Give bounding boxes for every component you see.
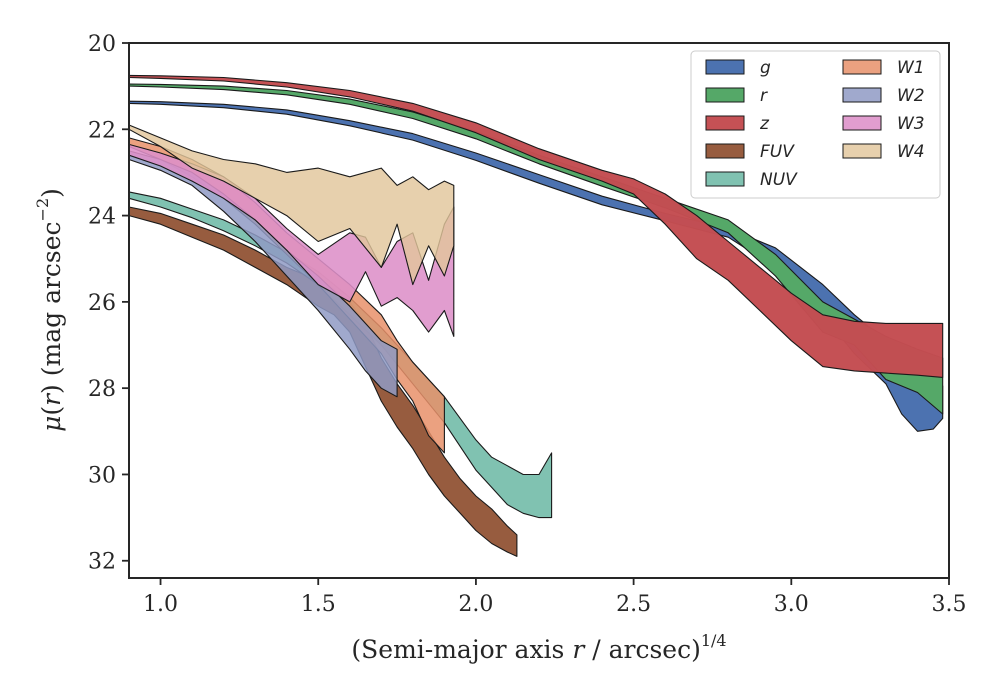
legend-swatch-nuv bbox=[705, 171, 745, 187]
legend-swatch-w3 bbox=[842, 115, 882, 131]
legend-label-z: z bbox=[759, 114, 770, 134]
x-tick-label: 1.5 bbox=[301, 592, 336, 617]
x-axis-title: (Semi-major axis r / arcsec)1/4 bbox=[351, 631, 726, 664]
y-tick-label: 28 bbox=[88, 377, 116, 402]
band-w3 bbox=[128, 143, 455, 337]
y-tick-label: 20 bbox=[88, 32, 116, 57]
legend-label-w4: W4 bbox=[897, 142, 925, 162]
legend-swatch-w1 bbox=[842, 59, 882, 75]
legend-label-w2: W2 bbox=[897, 86, 925, 106]
profile-bands bbox=[128, 74, 944, 557]
band-z bbox=[128, 74, 944, 378]
x-tick-label: 2.0 bbox=[458, 592, 493, 617]
legend-swatch-w2 bbox=[842, 87, 882, 103]
legend-label-w1: W1 bbox=[897, 58, 925, 78]
y-tick-label: 22 bbox=[88, 118, 116, 143]
x-tick-label: 3.0 bbox=[774, 592, 809, 617]
plot-frame bbox=[128, 42, 950, 579]
y-tick-label: 26 bbox=[88, 291, 116, 316]
x-tick-label: 3.5 bbox=[932, 592, 967, 617]
legend-label-fuv: FUV bbox=[760, 142, 795, 162]
legend: grz FUV NUV W1 W2 W3 W4 bbox=[690, 50, 941, 199]
band-w4 bbox=[128, 124, 455, 286]
axis-ticks: 1.0 1.5 2.0 2.5 3.0 3.5 20 22 24 26 28 30 32 bbox=[88, 32, 967, 617]
legend-label-r: r bbox=[760, 86, 768, 106]
y-tick-label: 24 bbox=[88, 205, 116, 230]
legend-label-w3: W3 bbox=[897, 114, 925, 134]
legend-swatch-r bbox=[705, 87, 745, 103]
legend-swatch-w4 bbox=[842, 143, 882, 159]
x-tick-label: 2.5 bbox=[616, 592, 651, 617]
legend-swatch-g bbox=[705, 59, 745, 75]
legend-label-nuv: NUV bbox=[760, 170, 798, 190]
y-tick-label: 30 bbox=[88, 463, 116, 488]
y-tick-label: 32 bbox=[88, 550, 116, 575]
legend-swatch-fuv bbox=[705, 143, 745, 159]
legend-swatch-z bbox=[705, 115, 745, 131]
y-axis-title: μ(r) (mag arcsec−2) bbox=[33, 188, 66, 432]
legend-label-g: g bbox=[760, 58, 771, 78]
x-tick-label: 1.0 bbox=[143, 592, 178, 617]
